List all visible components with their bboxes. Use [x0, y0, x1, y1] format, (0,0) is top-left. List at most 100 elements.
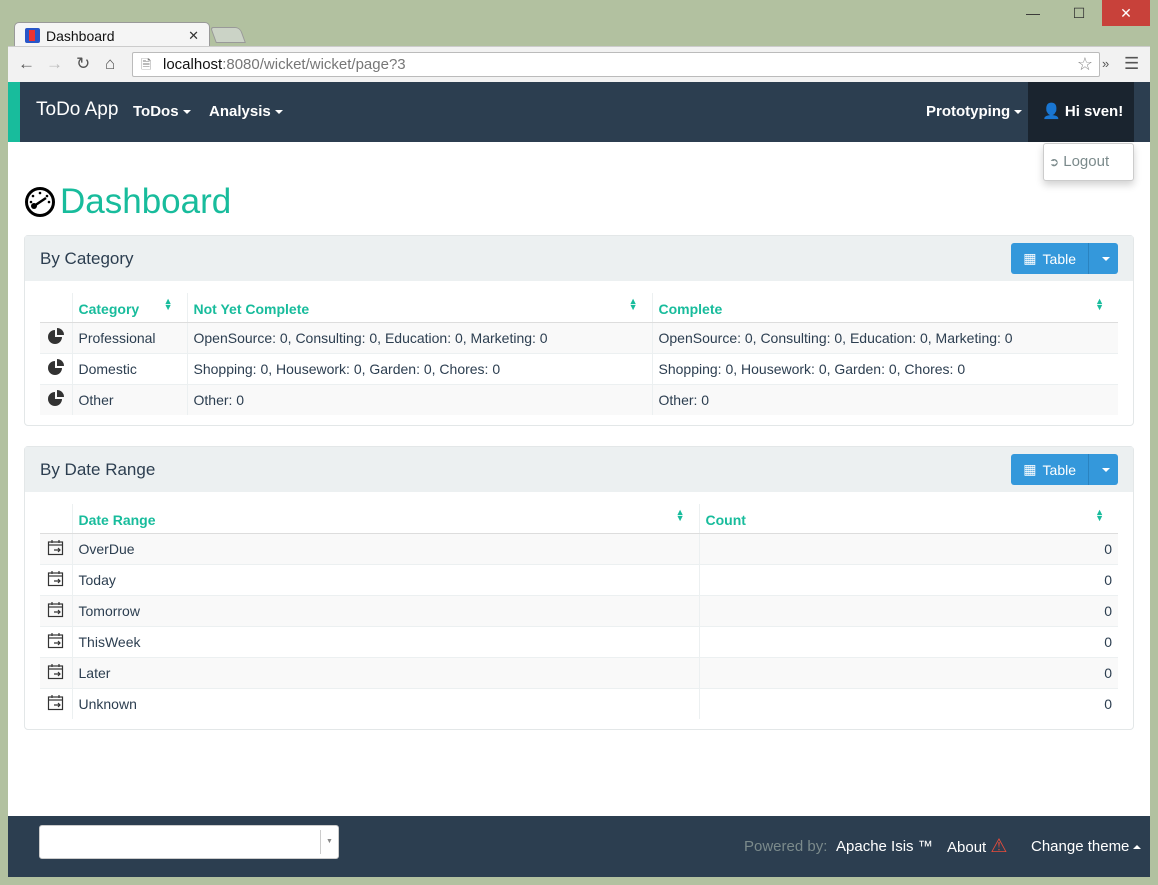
sort-icon[interactable]: ▲ ▼ — [163, 296, 173, 312]
menu-icon[interactable]: ☰ — [1124, 54, 1140, 73]
panel-header: By Date Range ▦ Table — [25, 447, 1133, 492]
back-icon[interactable]: ← — [18, 54, 35, 73]
about-link[interactable]: About ⚠ — [947, 816, 1007, 878]
star-icon[interactable]: ☆ — [1076, 54, 1093, 74]
nav-analysis-label: Analysis — [209, 103, 271, 120]
nav-user[interactable]: 👤 Hi sven! — [1028, 82, 1134, 175]
minimize-button[interactable]: — — [1026, 5, 1040, 21]
view-toggle-button[interactable]: ▦ Table — [1011, 243, 1118, 274]
nav-analysis[interactable]: Analysis — [209, 82, 283, 142]
caret-down-icon — [1101, 256, 1110, 261]
date-range-cell: Unknown — [71, 687, 699, 719]
category-cell: Domestic — [71, 352, 187, 384]
count-cell: 0 — [698, 687, 1118, 719]
url-path: :8080/wicket/wicket/page?3 — [222, 56, 406, 73]
count-cell: 0 — [698, 656, 1118, 688]
page: ToDo App ToDos Analysis Prototyping 👤 Hi… — [8, 82, 1150, 877]
column-label: Not Yet Complete — [193, 301, 310, 318]
date-range-cell: Today — [71, 563, 699, 595]
column-label: Date Range — [78, 512, 156, 529]
caret-down-icon — [1014, 110, 1023, 115]
count-cell: 0 — [698, 594, 1118, 626]
nav-prototyping[interactable]: Prototyping — [926, 82, 1023, 142]
home-icon[interactable]: ⌂ — [105, 54, 116, 73]
by-date-range-panel: By Date Range ▦ Table Date Range ▲ ▼ Count ▲… — [24, 446, 1134, 730]
not-yet-complete-cell: Shopping: 0, Housework: 0, Garden: 0, Ch… — [186, 352, 652, 384]
nav-user-label: Hi sven! — [1064, 103, 1124, 120]
view-dropdown-toggle[interactable] — [1088, 243, 1118, 274]
column-header-category[interactable]: Category ▲ ▼ — [71, 293, 187, 323]
nav-todos[interactable]: ToDos — [133, 82, 191, 142]
close-window-button[interactable]: ✕ — [1102, 0, 1150, 26]
icon-column-header — [40, 293, 72, 323]
logout-label: Logout — [1063, 153, 1110, 170]
caret-down-icon — [274, 110, 283, 115]
by-category-panel: By Category ▦ Table Category ▲ ▼ Not Yet Co… — [24, 235, 1134, 426]
logout-item[interactable]: ➲ Logout — [1049, 144, 1133, 180]
favicon-icon — [25, 28, 40, 43]
tab-title: Dashboard — [46, 27, 115, 44]
reload-icon[interactable]: ↻ — [76, 54, 91, 73]
date-range-cell: OverDue — [71, 532, 699, 564]
nav-todos-label: ToDos — [133, 103, 179, 120]
category-cell: Other — [71, 383, 187, 415]
table-row[interactable]: Other Other: 0 Other: 0 — [40, 383, 1118, 415]
table-row[interactable]: Today 0 — [40, 563, 1118, 595]
calendar-icon — [40, 687, 72, 719]
table-row[interactable]: Tomorrow 0 — [40, 594, 1118, 626]
calendar-icon — [40, 563, 72, 595]
calendar-icon — [40, 594, 72, 626]
table-row[interactable]: Unknown 0 — [40, 687, 1118, 719]
close-tab-icon[interactable]: ✕ — [188, 27, 199, 43]
browser-toolbar: ← → ↻ ⌂ 🗎 localhost:8080/wicket/wicket/p… — [8, 46, 1150, 82]
address-bar[interactable]: 🗎 localhost:8080/wicket/wicket/page?3 ☆ — [132, 52, 1100, 77]
date-range-cell: ThisWeek — [71, 625, 699, 657]
not-yet-complete-cell: Other: 0 — [186, 383, 652, 415]
logout-icon: ➲ — [1049, 155, 1060, 169]
table-row[interactable]: ThisWeek 0 — [40, 625, 1118, 657]
table-row[interactable]: Domestic Shopping: 0, Housework: 0, Garde… — [40, 352, 1118, 384]
footer: ▼ Powered by: Apache Isis ™ About ⚠ Chan… — [8, 816, 1150, 877]
date-range-cell: Later — [71, 656, 699, 688]
icon-column-header — [40, 504, 72, 534]
navbar: ToDo App ToDos Analysis Prototyping 👤 Hi… — [8, 82, 1150, 175]
change-theme-link[interactable]: Change theme — [1031, 816, 1142, 877]
view-toggle-button[interactable]: ▦ Table — [1011, 454, 1118, 485]
user-dropdown: ➲ Logout — [1043, 143, 1134, 181]
maximize-button[interactable]: ☐ — [1072, 4, 1086, 21]
calendar-icon — [40, 656, 72, 688]
sort-icon[interactable]: ▲ ▼ — [1095, 507, 1104, 523]
forward-icon[interactable]: → — [46, 54, 63, 73]
column-header-date-range[interactable]: Date Range ▲ ▼ — [71, 504, 699, 534]
sort-icon[interactable]: ▲ ▼ — [675, 507, 685, 523]
page-title-text: Dashboard — [60, 182, 232, 221]
pie-chart-icon — [40, 383, 72, 415]
column-header-complete[interactable]: Complete ▲ ▼ — [651, 293, 1118, 323]
column-header-count[interactable]: Count ▲ ▼ — [698, 504, 1118, 534]
category-cell: Professional — [71, 321, 187, 353]
table-row[interactable]: OverDue 0 — [40, 532, 1118, 564]
sort-icon[interactable]: ▲ ▼ — [1095, 296, 1104, 312]
new-tab-button[interactable] — [210, 27, 246, 43]
view-dropdown-toggle[interactable] — [1088, 454, 1118, 485]
count-cell: 0 — [698, 532, 1118, 564]
change-theme-label: Change theme — [1031, 838, 1130, 855]
column-header-not-yet-complete[interactable]: Not Yet Complete ▲ ▼ — [186, 293, 652, 323]
select-arrow-icon: ▼ — [320, 830, 338, 854]
button-label: Table — [1042, 250, 1076, 267]
extensions-icon[interactable]: » — [1102, 56, 1110, 71]
footer-select[interactable]: ▼ — [39, 825, 339, 859]
by-date-range-table: Date Range ▲ ▼ Count ▲ ▼ OverDue 0 Today 0 Tomor… — [40, 504, 1118, 719]
table-icon: ▦ — [1023, 250, 1037, 266]
apache-isis-link[interactable]: Apache Isis ™ — [836, 838, 933, 855]
panel-header: By Category ▦ Table — [25, 236, 1133, 281]
calendar-icon — [40, 625, 72, 657]
browser-tab[interactable]: Dashboard ✕ — [14, 22, 210, 48]
not-yet-complete-cell: OpenSource: 0, Consulting: 0, Education:… — [186, 321, 652, 353]
brand[interactable]: ToDo App — [8, 82, 118, 142]
complete-cell: OpenSource: 0, Consulting: 0, Education:… — [651, 321, 1118, 353]
table-row[interactable]: Later 0 — [40, 656, 1118, 688]
table-row[interactable]: Professional OpenSource: 0, Consulting: 0… — [40, 321, 1118, 353]
sort-icon[interactable]: ▲ ▼ — [628, 296, 638, 312]
date-range-cell: Tomorrow — [71, 594, 699, 626]
